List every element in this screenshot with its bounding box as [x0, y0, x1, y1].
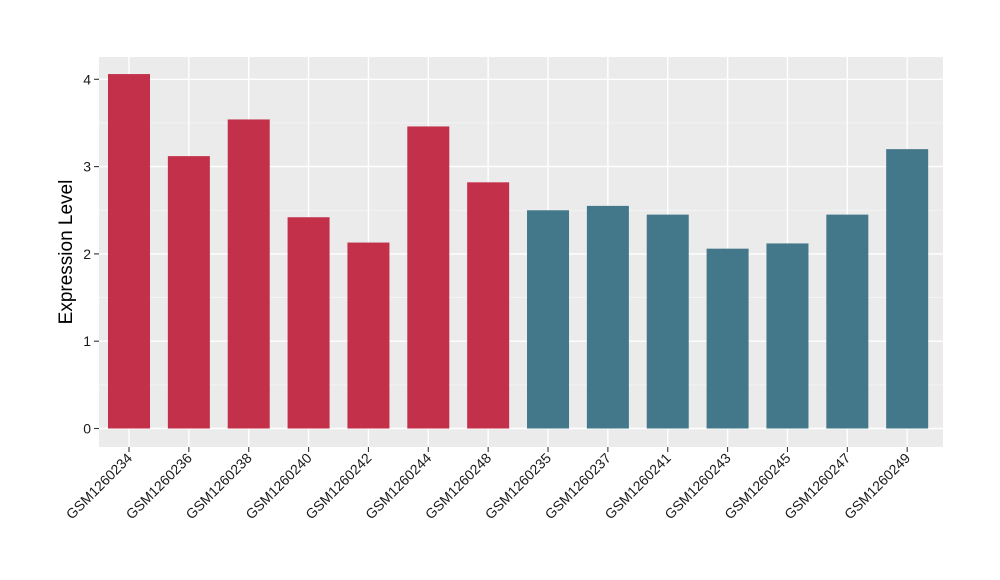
bar-GSM1260245	[766, 243, 809, 429]
bar-GSM1260243	[706, 248, 749, 429]
bar-GSM1260237	[586, 205, 629, 429]
y-tick-label: 1	[83, 333, 91, 349]
bar-GSM1260248	[467, 182, 510, 429]
bar-GSM1260236	[167, 156, 210, 429]
x-axis: GSM1260234GSM1260236GSM1260238GSM1260240…	[63, 447, 913, 522]
y-axis-title: Expression Level	[56, 180, 77, 325]
bar-GSM1260235	[527, 210, 570, 429]
y-axis: 0 1 2 3 4	[83, 71, 99, 437]
bar-GSM1260238	[227, 119, 270, 429]
bar-GSM1260241	[646, 214, 689, 429]
bar-GSM1260247	[826, 214, 869, 429]
y-tick-label: 3	[83, 159, 91, 175]
bar-GSM1260249	[886, 149, 929, 429]
y-tick-label: 0	[83, 421, 91, 437]
bar-GSM1260240	[287, 217, 330, 429]
bar-GSM1260244	[407, 126, 450, 429]
bar-GSM1260242	[347, 242, 390, 429]
plot-panel	[99, 57, 943, 447]
bars	[108, 74, 929, 429]
y-tick-label: 2	[83, 246, 91, 262]
bar-GSM1260234	[108, 74, 150, 429]
y-tick-label: 4	[83, 71, 91, 87]
